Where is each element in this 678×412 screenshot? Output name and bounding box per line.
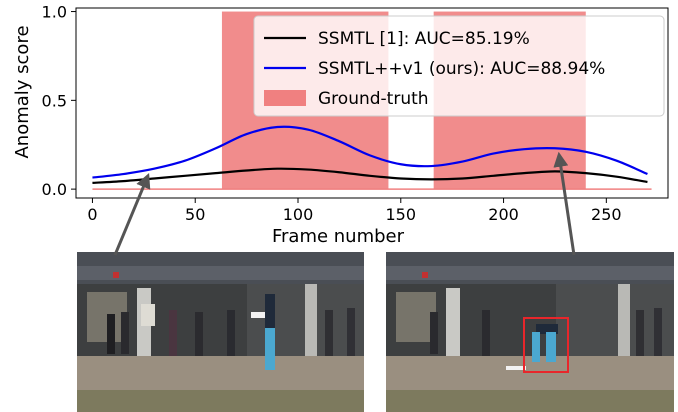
video-frame-normal (77, 252, 364, 412)
legend-box (253, 15, 665, 117)
y-axis-label: Anomaly score (12, 25, 33, 158)
video-frame-anomaly (386, 252, 674, 412)
series-line-1 (92, 167, 648, 185)
legend: SSMTL [1]: AUC=85.19% SSMTL++v1 (ours): A… (253, 15, 665, 117)
series-line-2 (92, 125, 648, 179)
legend-label-3: Ground-truth (318, 89, 429, 109)
y-tick-label: 0.0 (42, 180, 67, 199)
y-tick-label: 0.5 (42, 91, 67, 110)
y-tick-label: 1.0 (42, 3, 67, 22)
x-tick-label: 100 (283, 205, 314, 224)
x-tick-label: 50 (185, 205, 205, 224)
anomaly-chart: 0 50 100 150 200 250 0.0 0.5 1.0 SSMTL [1]: AUC=… (12, 3, 669, 247)
x-tick-label: 250 (591, 205, 622, 224)
series-layer (92, 125, 648, 185)
x-tick-label: 0 (87, 205, 97, 224)
legend-label-2: SSMTL++v1 (ours): AUC=88.94% (318, 59, 605, 79)
x-tick-label: 150 (386, 205, 417, 224)
x-axis-label: Frame number (272, 226, 405, 247)
x-tick-label: 200 (488, 205, 519, 224)
legend-swatch-3 (264, 90, 306, 106)
legend-label-1: SSMTL [1]: AUC=85.19% (318, 29, 530, 49)
axes-layer: 0 50 100 150 200 250 0.0 0.5 1.0 (42, 3, 669, 224)
plot-frame (75, 7, 669, 199)
